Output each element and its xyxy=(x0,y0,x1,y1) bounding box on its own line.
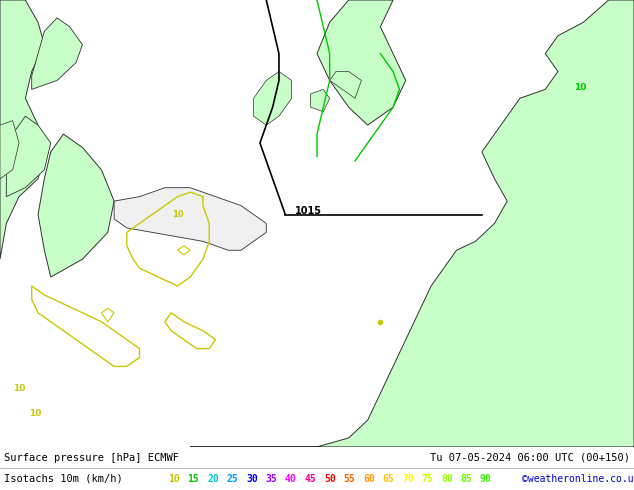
Polygon shape xyxy=(0,0,44,259)
Text: 50: 50 xyxy=(324,474,336,484)
Text: 1015: 1015 xyxy=(295,206,322,216)
Text: 15: 15 xyxy=(188,474,199,484)
Text: 20: 20 xyxy=(207,474,219,484)
Text: 45: 45 xyxy=(304,474,316,484)
Polygon shape xyxy=(0,121,19,179)
Polygon shape xyxy=(254,72,292,125)
Text: Surface pressure [hPa] ECMWF: Surface pressure [hPa] ECMWF xyxy=(4,453,179,463)
Text: 90: 90 xyxy=(480,474,492,484)
Polygon shape xyxy=(38,134,114,277)
Text: 10: 10 xyxy=(29,409,41,418)
Text: 10: 10 xyxy=(172,210,183,219)
Polygon shape xyxy=(32,18,82,89)
Text: 10: 10 xyxy=(13,384,25,393)
Text: 25: 25 xyxy=(226,474,238,484)
Text: Isotachs 10m (km/h): Isotachs 10m (km/h) xyxy=(4,474,123,484)
Text: 65: 65 xyxy=(382,474,394,484)
Text: 60: 60 xyxy=(363,474,375,484)
Text: 30: 30 xyxy=(246,474,258,484)
Text: 40: 40 xyxy=(285,474,297,484)
Polygon shape xyxy=(311,89,330,112)
Polygon shape xyxy=(330,72,361,98)
Text: Tu 07-05-2024 06:00 UTC (00+150): Tu 07-05-2024 06:00 UTC (00+150) xyxy=(430,453,630,463)
Polygon shape xyxy=(317,0,406,125)
Text: 10: 10 xyxy=(168,474,180,484)
Text: 10: 10 xyxy=(574,83,586,92)
Text: 75: 75 xyxy=(422,474,433,484)
Polygon shape xyxy=(190,0,634,447)
Text: 55: 55 xyxy=(344,474,355,484)
Text: 85: 85 xyxy=(460,474,472,484)
Text: 35: 35 xyxy=(266,474,277,484)
Polygon shape xyxy=(114,188,266,250)
Text: 80: 80 xyxy=(441,474,453,484)
Polygon shape xyxy=(6,116,51,196)
Text: ©weatheronline.co.uk: ©weatheronline.co.uk xyxy=(522,474,634,484)
Text: 70: 70 xyxy=(402,474,414,484)
